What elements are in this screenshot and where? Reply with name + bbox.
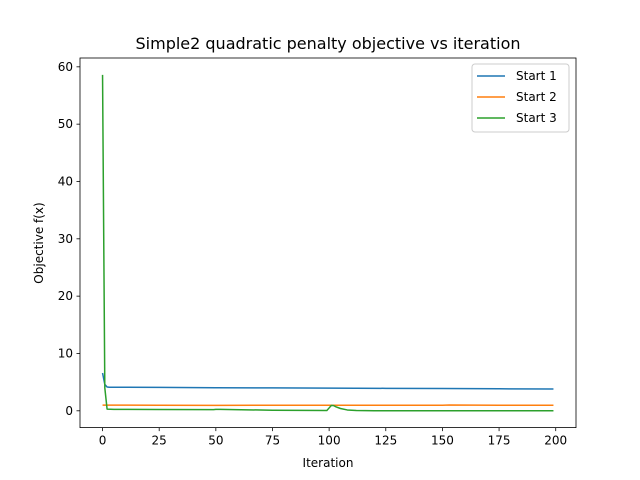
plot-lines [101, 74, 554, 412]
y-axis-ticks: 0 10 20 30 40 50 60 [58, 60, 80, 418]
legend-box [471, 63, 570, 133]
x-tick-label: 100 [318, 434, 341, 448]
x-axis-label: Iteration [303, 456, 354, 470]
y-tick-label: 20 [58, 289, 73, 303]
y-tick-label: 50 [58, 117, 73, 131]
y-tick-label: 30 [58, 232, 73, 246]
x-tick-label: 125 [374, 434, 397, 448]
chart-title: Simple2 quadratic penalty objective vs i… [136, 34, 521, 53]
plot-area-frame [79, 57, 577, 429]
y-axis-label: Objective f(x) [32, 202, 46, 283]
x-tick-label: 175 [488, 434, 511, 448]
series-line-1 [101, 372, 554, 390]
series-line-3 [101, 74, 554, 412]
y-tick-label: 10 [58, 346, 73, 360]
x-axis-ticks: 0 25 50 75 100 125 150 175 200 [99, 427, 567, 448]
y-tick-label: 0 [65, 404, 73, 418]
x-tick-label: 75 [265, 434, 280, 448]
legend-label-2: Start 2 [516, 90, 557, 104]
y-tick-label: 40 [58, 174, 73, 188]
x-tick-label: 0 [99, 434, 107, 448]
x-tick-label: 50 [208, 434, 223, 448]
x-tick-label: 25 [152, 434, 167, 448]
legend-label-1: Start 1 [516, 69, 557, 83]
y-tick-label: 60 [58, 60, 73, 74]
x-tick-label: 200 [544, 434, 567, 448]
x-tick-label: 150 [431, 434, 454, 448]
legend: Start 1 Start 2 Start 3 [471, 63, 570, 133]
legend-label-3: Start 3 [516, 111, 557, 125]
